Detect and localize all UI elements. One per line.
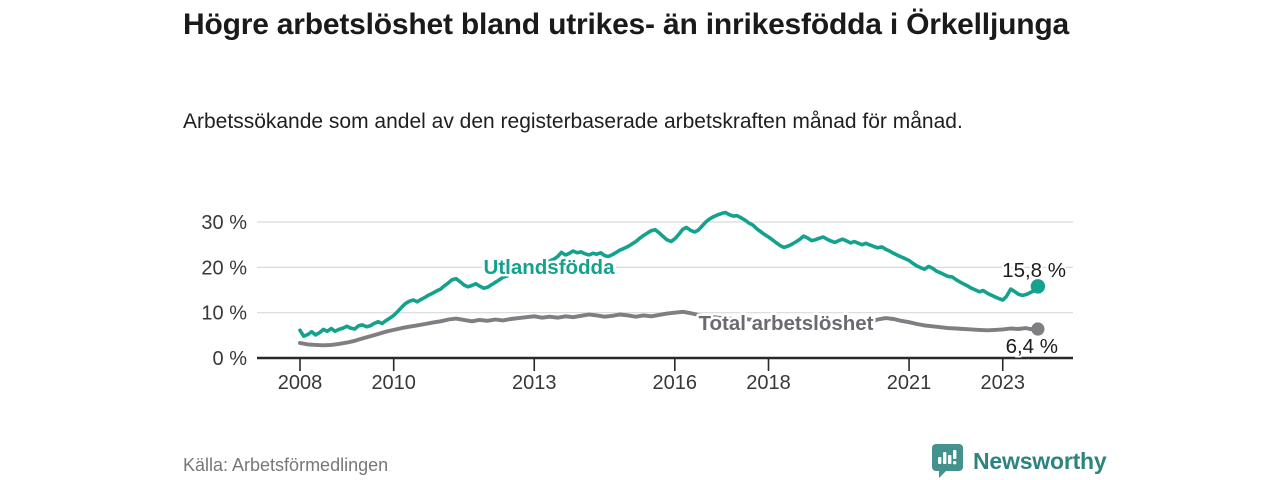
series-end-value-label: 15,8 % xyxy=(1002,259,1066,282)
y-axis-tick-label: 0 % xyxy=(213,348,248,370)
x-axis-tick-label: 2023 xyxy=(981,372,1026,394)
series-line-utlandsfodda xyxy=(298,210,1040,338)
y-axis-tick-label: 20 % xyxy=(201,257,247,279)
x-axis-tick-label: 2010 xyxy=(371,372,416,394)
series-end-value-label: 6,4 % xyxy=(1006,335,1058,358)
series-end-dot xyxy=(1031,322,1045,336)
chart-title: Högre arbetslöshet bland utrikes- än inr… xyxy=(183,8,1069,41)
x-axis-tick-label: 2013 xyxy=(512,372,557,394)
y-axis-tick-label: 30 % xyxy=(201,212,247,234)
series-end-dot xyxy=(1030,279,1046,294)
series-inline-label: Utlandsfödda xyxy=(484,256,616,279)
x-axis-tick-label: 2008 xyxy=(278,372,323,394)
x-axis-tick-label: 2021 xyxy=(887,372,932,394)
y-axis-tick-label: 10 % xyxy=(201,303,247,325)
newsworthy-wordmark: Newsworthy xyxy=(973,447,1107,474)
series-inline-label: Total arbetslöshet xyxy=(698,312,873,335)
x-axis-tick-label: 2018 xyxy=(746,372,791,394)
source-caption: Källa: Arbetsförmedlingen xyxy=(183,455,389,475)
series-line-total-arbetsloshet xyxy=(298,309,1040,348)
newsworthy-brand-link[interactable]: Newsworthy xyxy=(931,443,1107,479)
x-axis-tick-label: 2016 xyxy=(653,372,698,394)
chart-subtitle: Arbetssökande som andel av den registerb… xyxy=(183,110,963,133)
newsworthy-logo-icon xyxy=(932,444,963,478)
